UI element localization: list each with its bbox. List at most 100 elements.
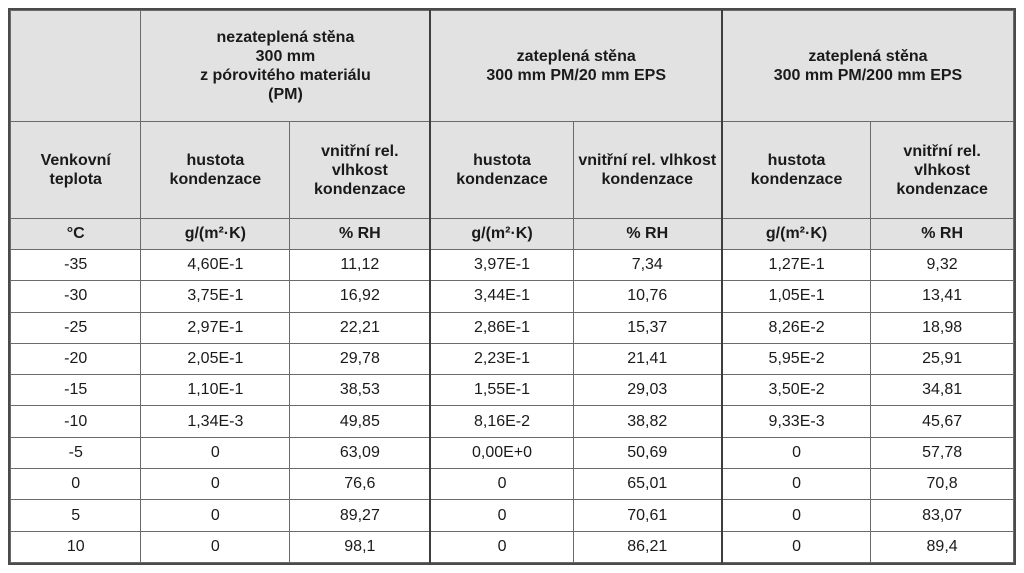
cell-density: 2,86E-1 bbox=[429, 311, 574, 344]
header-line: vnitřní rel. bbox=[321, 142, 399, 160]
header-line: teplota bbox=[49, 171, 102, 188]
condensation-table: nezateplená stěna 300 mm z pórovitého ma… bbox=[9, 10, 1014, 564]
cell-rh: 11,12 bbox=[289, 248, 431, 282]
cell-density: 1,05E-1 bbox=[720, 280, 872, 313]
cell-density: 1,27E-1 bbox=[720, 248, 872, 282]
group-header-line: 300 mm PM/200 mm EPS bbox=[773, 67, 963, 84]
group-header-line: 300 mm bbox=[255, 48, 316, 65]
header-line: hustota bbox=[767, 152, 826, 169]
group-header-insulated-20: zateplená stěna 300 mm PM/20 mm EPS bbox=[429, 10, 723, 122]
group-header-line: zateplená stěna bbox=[516, 48, 636, 65]
header-indoor-rh: vnitřní rel. vlhkost kondenzace bbox=[289, 121, 431, 219]
cell-rh: 38,82 bbox=[572, 405, 723, 438]
group-header-uninsulated: nezateplená stěna 300 mm z pórovitého ma… bbox=[140, 10, 431, 122]
cell-rh: 38,53 bbox=[289, 374, 431, 407]
group-header-line: 300 mm PM/20 mm EPS bbox=[486, 67, 666, 84]
sub-header-row: Venkovní teplota hustota kondenzace vnit… bbox=[9, 121, 1014, 219]
cell-rh: 89,4 bbox=[870, 530, 1014, 564]
table-row: -15 1,10E-1 38,53 1,55E-1 29,03 3,50E-2 34,81 bbox=[9, 374, 1014, 407]
header-condensation-density: hustota kondenzace bbox=[429, 121, 574, 219]
cell-density: 1,34E-3 bbox=[140, 405, 291, 438]
cell-density: 1,10E-1 bbox=[140, 374, 291, 407]
cell-density: 0 bbox=[140, 436, 291, 470]
cell-rh: 70,8 bbox=[870, 468, 1014, 501]
table-row: -35 4,60E-1 11,12 3,97E-1 7,34 1,27E-1 9,32 bbox=[9, 248, 1014, 282]
cell-density: 2,97E-1 bbox=[140, 311, 291, 344]
condensation-table-frame: nezateplená stěna 300 mm z pórovitého ma… bbox=[8, 8, 1016, 565]
table-body: -35 4,60E-1 11,12 3,97E-1 7,34 1,27E-1 9,32 -30… bbox=[9, 248, 1014, 564]
group-header-line: zateplená stěna bbox=[808, 48, 928, 65]
cell-rh: 89,27 bbox=[289, 499, 431, 532]
group-header-row: nezateplená stěna 300 mm z pórovitého ma… bbox=[9, 10, 1014, 122]
cell-density: 0 bbox=[140, 499, 291, 532]
header-condensation-density: hustota kondenzace bbox=[720, 121, 872, 219]
cell-rh: 45,67 bbox=[870, 405, 1014, 438]
cell-temperature: -25 bbox=[9, 311, 142, 344]
cell-rh: 98,1 bbox=[289, 530, 431, 564]
table-row: -20 2,05E-1 29,78 2,23E-1 21,41 5,95E-2 25,91 bbox=[9, 342, 1014, 376]
cell-density: 3,75E-1 bbox=[140, 280, 291, 313]
cell-rh: 34,81 bbox=[870, 374, 1014, 407]
unit-density: g/(m²·K) bbox=[720, 218, 872, 250]
header-line: kondenzace bbox=[169, 171, 262, 188]
table-row: 10 0 98,1 0 86,21 0 89,4 bbox=[9, 530, 1014, 564]
cell-density: 3,97E-1 bbox=[429, 248, 574, 282]
unit-rh: % RH bbox=[289, 218, 431, 250]
cell-temperature: 10 bbox=[9, 530, 142, 564]
cell-density: 8,26E-2 bbox=[720, 311, 872, 344]
cell-density: 3,44E-1 bbox=[429, 280, 574, 313]
header-line: kondenzace bbox=[896, 180, 988, 198]
table-row: -5 0 63,09 0,00E+0 50,69 0 57,78 bbox=[9, 436, 1014, 470]
cell-temperature: 5 bbox=[9, 499, 142, 532]
cell-density: 1,55E-1 bbox=[429, 374, 574, 407]
cell-rh: 29,03 bbox=[572, 374, 723, 407]
header-indoor-rh: vnitřní rel. vlhkost kondenzace bbox=[870, 121, 1014, 219]
header-condensation-density: hustota kondenzace bbox=[140, 121, 291, 219]
cell-density: 0 bbox=[140, 468, 291, 501]
header-line: vnitřní rel. bbox=[578, 152, 656, 169]
cell-temperature: -15 bbox=[9, 374, 142, 407]
table-row: 0 0 76,6 0 65,01 0 70,8 bbox=[9, 468, 1014, 501]
unit-rh: % RH bbox=[870, 218, 1014, 250]
cell-rh: 29,78 bbox=[289, 342, 431, 376]
header-line: hustota bbox=[186, 152, 245, 169]
cell-rh: 83,07 bbox=[870, 499, 1014, 532]
header-line: vnitřní rel. bbox=[903, 142, 981, 160]
cell-density: 0 bbox=[429, 530, 574, 564]
cell-rh: 25,91 bbox=[870, 342, 1014, 376]
cell-temperature: -5 bbox=[9, 436, 142, 470]
cell-rh: 18,98 bbox=[870, 311, 1014, 344]
cell-rh: 9,32 bbox=[870, 248, 1014, 282]
cell-temperature: 0 bbox=[9, 468, 142, 501]
cell-density: 4,60E-1 bbox=[140, 248, 291, 282]
cell-rh: 50,69 bbox=[572, 436, 723, 470]
header-line: vlhkost bbox=[660, 152, 717, 169]
table-row: -25 2,97E-1 22,21 2,86E-1 15,37 8,26E-2 18,98 bbox=[9, 311, 1014, 344]
cell-rh: 21,41 bbox=[572, 342, 723, 376]
table-row: -30 3,75E-1 16,92 3,44E-1 10,76 1,05E-1 13,41 bbox=[9, 280, 1014, 313]
unit-row: °C g/(m²·K) % RH g/(m²·K) % RH g/(m²·K) … bbox=[9, 218, 1014, 250]
group-header-line: z pórovitého materiálu bbox=[200, 67, 371, 84]
cell-rh: 76,6 bbox=[289, 468, 431, 501]
cell-rh: 13,41 bbox=[870, 280, 1014, 313]
cell-density: 0 bbox=[720, 530, 872, 564]
cell-rh: 15,37 bbox=[572, 311, 723, 344]
cell-rh: 16,92 bbox=[289, 280, 431, 313]
cell-density: 0,00E+0 bbox=[429, 436, 574, 470]
cell-density: 0 bbox=[429, 499, 574, 532]
cell-rh: 7,34 bbox=[572, 248, 723, 282]
header-line: hustota bbox=[473, 152, 531, 169]
header-line: kondenzace bbox=[750, 171, 843, 188]
cell-rh: 57,78 bbox=[870, 436, 1014, 470]
cell-temperature: -30 bbox=[9, 280, 142, 313]
cell-density: 0 bbox=[429, 468, 574, 501]
cell-density: 0 bbox=[140, 530, 291, 564]
header-line: vlhkost bbox=[914, 161, 971, 179]
cell-rh: 10,76 bbox=[572, 280, 723, 313]
header-line: kondenzace bbox=[601, 171, 694, 188]
cell-temperature: -35 bbox=[9, 248, 142, 282]
header-outdoor-temperature: Venkovní teplota bbox=[9, 121, 142, 219]
header-line: kondenzace bbox=[456, 171, 548, 188]
cell-density: 2,05E-1 bbox=[140, 342, 291, 376]
header-line: vlhkost bbox=[331, 161, 388, 179]
